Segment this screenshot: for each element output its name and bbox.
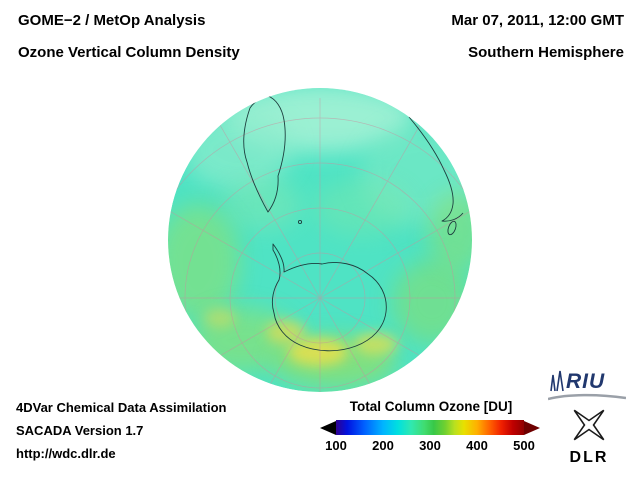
hemisphere-label: Southern Hemisphere xyxy=(468,44,624,61)
colorbar-title: Total Column Ozone [DU] xyxy=(349,399,513,414)
colorbar-tick-500: 500 xyxy=(513,438,535,453)
dlr-logo-text: DLR xyxy=(569,449,609,466)
assimilation-credit: 4DVar Chemical Data Assimilation xyxy=(16,400,227,415)
dlr-logo: DLR xyxy=(558,408,620,467)
colorbar-tick-100: 100 xyxy=(325,438,347,453)
antarctica-outline xyxy=(271,243,387,352)
analysis-date: Mar 07, 2011, 12:00 GMT xyxy=(451,12,624,29)
dlr-star-icon xyxy=(573,409,605,441)
sacada-version: SACADA Version 1.7 xyxy=(16,423,144,438)
riu-cathedral-icon xyxy=(550,370,564,392)
africa-outline xyxy=(408,116,464,222)
colorbar-low-arrow xyxy=(320,420,336,435)
madagascar-outline xyxy=(447,220,457,236)
colorbar-tick-200: 200 xyxy=(372,438,394,453)
wdc-url: http://wdc.dlr.de xyxy=(16,446,116,461)
colorbar-tick-400: 400 xyxy=(466,438,488,453)
colorbar xyxy=(320,420,540,435)
riu-logo-text: RIU xyxy=(566,370,606,393)
falkland-islands xyxy=(297,219,303,225)
riu-swoosh-icon xyxy=(548,393,626,401)
colorbar-tick-300: 300 xyxy=(419,438,441,453)
riu-logo: RIU xyxy=(548,370,626,404)
page-title: GOME−2 / MetOp Analysis xyxy=(18,12,206,29)
colorbar-gradient xyxy=(336,420,524,435)
page-subtitle: Ozone Vertical Column Density xyxy=(18,44,240,61)
colorbar-high-arrow xyxy=(524,420,540,435)
